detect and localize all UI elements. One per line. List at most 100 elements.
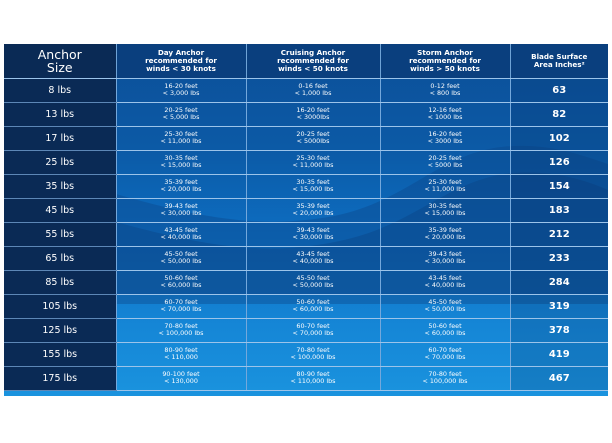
header-day-anchor: Day Anchor recommended for winds < 30 knot… <box>115 44 246 79</box>
cruising-line: < 70,000 lbs <box>292 329 334 337</box>
storm-line: 16-20 feet <box>428 129 462 138</box>
table-row: 45 lbs 39-43 feet < 30,000 lbs 35-39 feet < … <box>4 198 608 223</box>
anchor-size-cell: 17 lbs <box>4 126 116 151</box>
day-anchor-cell: 43-45 feet < 40,000 lbs <box>115 222 246 247</box>
storm-line: 25-30 feet <box>428 177 462 186</box>
day-anchor-cell: 70-80 feet < 100,000 lbs <box>115 318 246 343</box>
day-line: 43-45 feet <box>164 225 198 234</box>
anchor-size-cell: 55 lbs <box>4 222 116 247</box>
day-anchor-cell: 39-43 feet < 30,000 lbs <box>115 198 246 223</box>
storm-anchor-cell: 30-35 feet < 15,000 lbs <box>379 198 510 223</box>
storm-line: < 60,000 lbs <box>424 329 466 337</box>
day-anchor-cell: 45-50 feet < 50,000 lbs <box>115 246 246 271</box>
storm-anchor-cell: 50-60 feet < 60,000 lbs <box>379 318 510 343</box>
cruising-anchor-cell: 25-30 feet < 11,000 lbs <box>245 150 380 175</box>
cruising-anchor-cell: 35-39 feet < 20,000 lbs <box>245 198 380 223</box>
cruising-line: 16-20 feet <box>296 105 330 114</box>
anchor-size-cell: 45 lbs <box>4 198 116 223</box>
cruising-anchor-cell: 39-43 feet < 30,000 lbs <box>245 222 380 247</box>
header-blade-area: Blade Surface Area Inches² <box>509 44 608 79</box>
day-anchor-cell: 35-39 feet < 20,000 lbs <box>115 174 246 199</box>
storm-anchor-cell: 70-80 feet < 100,000 lbs <box>379 366 510 391</box>
table-row: 8 lbs 16-20 feet < 3,000 lbs 0-16 feet < 1,0… <box>4 78 608 103</box>
cruising-line: < 20,000 lbs <box>292 209 334 217</box>
day-line: 60-70 feet <box>164 297 198 306</box>
storm-line: 35-39 feet <box>428 225 462 234</box>
storm-line: 20-25 feet <box>428 153 462 162</box>
day-line: 25-30 feet <box>164 129 198 138</box>
header-anchor-size: Anchor Size <box>4 44 116 79</box>
blade-area-cell: 102 <box>509 126 608 151</box>
blade-area-cell: 212 <box>509 222 608 247</box>
table-row: 65 lbs 45-50 feet < 50,000 lbs 43-45 feet < … <box>4 246 608 271</box>
day-line: < 3,000 lbs <box>162 89 200 97</box>
storm-anchor-cell: 12-16 feet < 1000 lbs <box>379 102 510 127</box>
table-row: 155 lbs 80-90 feet < 110,000 70-80 feet < 10… <box>4 342 608 367</box>
cruising-line: 60-70 feet <box>296 321 330 330</box>
storm-line: 12-16 feet <box>428 105 462 114</box>
blade-area-cell: 82 <box>509 102 608 127</box>
cruising-line: 35-39 feet <box>296 201 330 210</box>
cruising-anchor-cell: 80-90 feet < 110,000 lbs <box>245 366 380 391</box>
storm-anchor-cell: 45-50 feet < 50,000 lbs <box>379 294 510 319</box>
table-row: 105 lbs 60-70 feet < 70,000 lbs 50-60 feet <… <box>4 294 608 319</box>
cruising-anchor-cell: 30-35 feet < 15,000 lbs <box>245 174 380 199</box>
day-anchor-cell: 50-60 feet < 60,000 lbs <box>115 270 246 295</box>
anchor-size-cell: 125 lbs <box>4 318 116 343</box>
cruising-anchor-cell: 70-80 feet < 100,000 lbs <box>245 342 380 367</box>
storm-line: < 40,000 lbs <box>424 281 466 289</box>
storm-line: < 30,000 lbs <box>424 257 466 265</box>
day-line: < 110,000 <box>164 353 198 361</box>
day-line: < 100,000 lbs <box>158 329 204 337</box>
blade-area-cell: 63 <box>509 78 608 103</box>
day-line: < 5,000 lbs <box>162 113 200 121</box>
table-row: 35 lbs 35-39 feet < 20,000 lbs 30-35 feet < … <box>4 174 608 199</box>
storm-anchor-cell: 20-25 feet < 5000 lbs <box>379 150 510 175</box>
day-line: 45-50 feet <box>164 249 198 258</box>
day-line: < 20,000 lbs <box>160 185 202 193</box>
table-row: 25 lbs 30-35 feet < 15,000 lbs 25-30 feet < … <box>4 150 608 175</box>
storm-line: 60-70 feet <box>428 345 462 354</box>
anchor-table: Anchor Size Day Anchor recommended for wind… <box>4 44 608 391</box>
table-row: 17 lbs 25-30 feet < 11,000 lbs 20-25 feet < … <box>4 126 608 151</box>
cruising-line: < 3000lbs <box>296 113 330 121</box>
day-line: < 30,000 lbs <box>160 209 202 217</box>
storm-line: < 20,000 lbs <box>424 233 466 241</box>
storm-anchor-cell: 43-45 feet < 40,000 lbs <box>379 270 510 295</box>
blade-area-cell: 319 <box>509 294 608 319</box>
blade-area-cell: 467 <box>509 366 608 391</box>
cruising-line: 20-25 feet <box>296 129 330 138</box>
storm-anchor-cell: 35-39 feet < 20,000 lbs <box>379 222 510 247</box>
cruising-anchor-cell: 60-70 feet < 70,000 lbs <box>245 318 380 343</box>
storm-line: < 1000 lbs <box>427 113 463 121</box>
storm-line: 70-80 feet <box>428 369 462 378</box>
cruising-line: < 1,000 lbs <box>294 89 332 97</box>
cruising-line: < 100,000 lbs <box>290 353 336 361</box>
storm-line: < 50,000 lbs <box>424 305 466 313</box>
storm-anchor-cell: 16-20 feet < 3000 lbs <box>379 126 510 151</box>
day-anchor-cell: 20-25 feet < 5,000 lbs <box>115 102 246 127</box>
storm-line: < 800 lbs <box>429 89 461 97</box>
storm-line: < 11,000 lbs <box>424 185 466 193</box>
blade-area-cell: 154 <box>509 174 608 199</box>
storm-line: < 70,000 lbs <box>424 353 466 361</box>
blade-area-cell: 233 <box>509 246 608 271</box>
day-line: < 40,000 lbs <box>160 233 202 241</box>
day-line: < 50,000 lbs <box>160 257 202 265</box>
day-line: 35-39 feet <box>164 177 198 186</box>
day-line: 90-100 feet <box>162 369 200 378</box>
day-anchor-cell: 60-70 feet < 70,000 lbs <box>115 294 246 319</box>
cruising-anchor-cell: 0-16 feet < 1,000 lbs <box>245 78 380 103</box>
day-line: 80-90 feet <box>164 345 198 354</box>
cruising-line: < 30,000 lbs <box>292 233 334 241</box>
anchor-size-cell: 35 lbs <box>4 174 116 199</box>
cruising-line: 25-30 feet <box>296 153 330 162</box>
cruising-line: < 60,000 lbs <box>292 305 334 313</box>
header-cruising-anchor: Cruising Anchor recommended for winds < 50… <box>245 44 380 79</box>
storm-line: 45-50 feet <box>428 297 462 306</box>
cruising-line: < 15,000 lbs <box>292 185 334 193</box>
blade-area-cell: 378 <box>509 318 608 343</box>
cruising-line: 80-90 feet <box>296 369 330 378</box>
day-anchor-cell: 30-35 feet < 15,000 lbs <box>115 150 246 175</box>
anchor-size-chart: Anchor Size Day Anchor recommended for wind… <box>4 44 608 396</box>
